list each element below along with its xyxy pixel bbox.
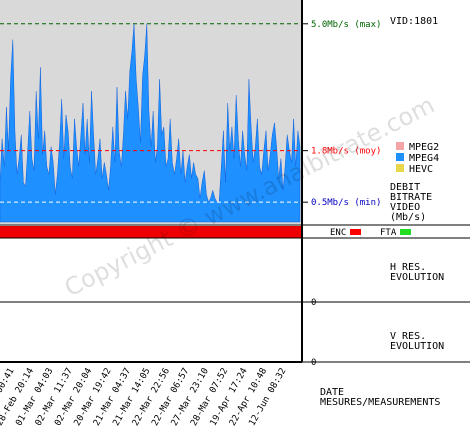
row-title-hres-line: EVOLUTION bbox=[390, 272, 444, 283]
status-enc-swatch bbox=[350, 229, 361, 235]
reference-label-moy: 1.8Mb/s (moy) bbox=[311, 147, 381, 157]
vres-zero-value: 0 bbox=[311, 358, 316, 368]
bitrate-area bbox=[0, 23, 301, 223]
row-title-bitrate-line: VIDEO bbox=[390, 202, 420, 213]
row-title-bitrate-line: BITRATE bbox=[390, 192, 432, 203]
legend-swatch-mpeg2 bbox=[396, 142, 404, 150]
row-title-hres: H RES. EVOLUTION bbox=[390, 262, 444, 283]
status-fta-swatch bbox=[400, 229, 411, 235]
row-title-bitrate: DEBIT BITRATE VIDEO (Mb/s) bbox=[390, 182, 438, 223]
legend-label-hevc: HEVC bbox=[409, 164, 433, 175]
encryption-bar bbox=[0, 226, 302, 238]
row-title-hres-line: H RES. bbox=[390, 262, 426, 273]
series-mpeg4-area bbox=[0, 23, 301, 223]
reference-label-min: 0.5Mb/s (min) bbox=[311, 198, 381, 208]
status-enc-label: ENC bbox=[330, 228, 346, 238]
x-axis-sublabel: MESURES/MEASUREMENTS bbox=[320, 397, 440, 408]
row-title-bitrate-line: DEBIT bbox=[390, 182, 420, 193]
legend-swatch-mpeg4 bbox=[396, 153, 404, 161]
vid-label: VID:1801 bbox=[390, 16, 438, 27]
row-title-vres-line: EVOLUTION bbox=[390, 341, 444, 352]
status-fta-label: FTA bbox=[380, 228, 397, 238]
legend: MPEG2 MPEG4 HEVC bbox=[396, 142, 439, 175]
hres-zero-value: 0 bbox=[311, 298, 316, 308]
legend-label-mpeg2: MPEG2 bbox=[409, 142, 439, 153]
x-axis-label: DATE bbox=[320, 387, 344, 398]
row-title-vres: V RES. EVOLUTION bbox=[390, 331, 444, 352]
legend-swatch-hevc bbox=[396, 164, 404, 172]
legend-label-mpeg4: MPEG4 bbox=[409, 153, 439, 164]
row-title-vres-line: V RES. bbox=[390, 331, 426, 342]
row-title-bitrate-line: (Mb/s) bbox=[390, 212, 426, 223]
reference-lines: 5.0Mb/s (max) 1.8Mb/s (moy) 0.5Mb/s (min) bbox=[0, 20, 381, 208]
reference-label-max: 5.0Mb/s (max) bbox=[311, 20, 381, 30]
